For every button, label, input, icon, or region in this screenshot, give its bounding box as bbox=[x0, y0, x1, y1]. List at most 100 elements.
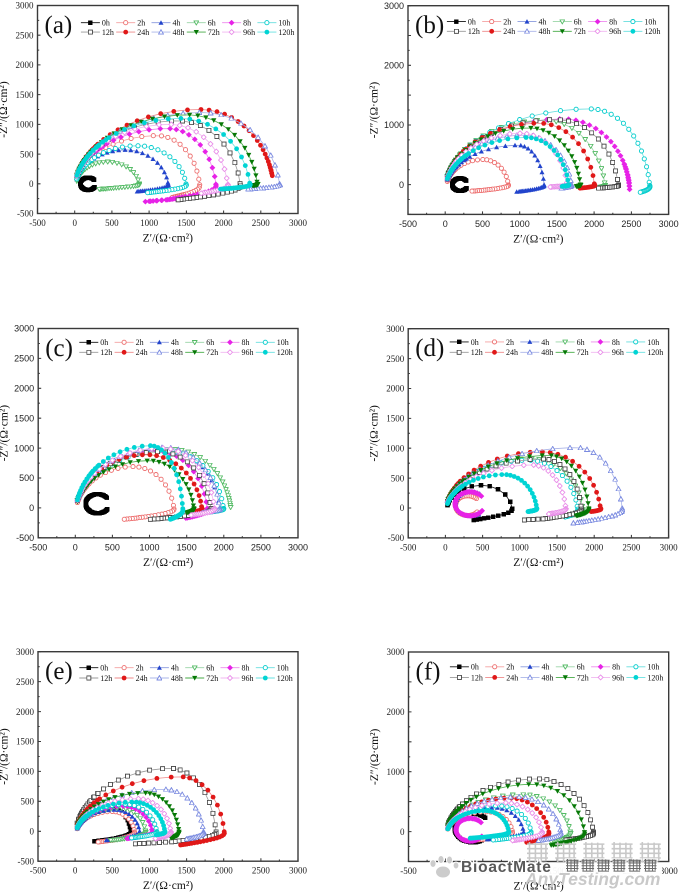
svg-text:(d): (d) bbox=[415, 335, 444, 362]
svg-text:AnyTesting.com: AnyTesting.com bbox=[524, 869, 660, 889]
svg-text:6h: 6h bbox=[577, 663, 585, 672]
svg-text:1000: 1000 bbox=[511, 542, 530, 552]
svg-text:BioactMate: BioactMate bbox=[461, 859, 552, 876]
svg-text:4h: 4h bbox=[173, 19, 181, 28]
svg-text:2500: 2500 bbox=[252, 218, 271, 228]
svg-text:4h: 4h bbox=[542, 663, 550, 672]
svg-text:1500: 1500 bbox=[16, 90, 35, 100]
svg-text:96h: 96h bbox=[242, 348, 254, 357]
svg-text:2h: 2h bbox=[506, 338, 514, 347]
svg-text:0h: 0h bbox=[468, 18, 476, 27]
svg-text:-Z″/(Ω·cm²): -Z″/(Ω·cm²) bbox=[0, 405, 11, 462]
svg-text:120h: 120h bbox=[647, 348, 663, 357]
svg-text:6h: 6h bbox=[574, 18, 582, 27]
svg-text:1500: 1500 bbox=[178, 866, 197, 876]
svg-text:24h: 24h bbox=[506, 673, 518, 682]
svg-text:-500: -500 bbox=[30, 866, 47, 876]
svg-text:3000: 3000 bbox=[14, 324, 34, 334]
svg-text:-Z″/(Ω·cm²): -Z″/(Ω·cm²) bbox=[0, 81, 10, 138]
svg-text:(b): (b) bbox=[415, 12, 444, 39]
svg-text:48h: 48h bbox=[539, 27, 551, 36]
svg-text:1000: 1000 bbox=[14, 443, 34, 453]
svg-text:8h: 8h bbox=[612, 338, 620, 347]
svg-text:72h: 72h bbox=[577, 673, 589, 682]
svg-text:3000: 3000 bbox=[384, 1, 404, 11]
svg-text:10h: 10h bbox=[647, 338, 659, 347]
svg-text:0: 0 bbox=[400, 827, 405, 837]
svg-text:1500: 1500 bbox=[386, 414, 405, 424]
svg-text:0: 0 bbox=[399, 180, 404, 190]
svg-text:-500: -500 bbox=[18, 856, 35, 866]
svg-text:2000: 2000 bbox=[16, 60, 35, 70]
svg-text:500: 500 bbox=[475, 219, 490, 229]
svg-text:72h: 72h bbox=[574, 27, 586, 36]
svg-text:120h: 120h bbox=[277, 348, 293, 357]
svg-text:10h: 10h bbox=[647, 663, 659, 672]
svg-text:-Z″/(Ω·cm²): -Z″/(Ω·cm²) bbox=[369, 405, 381, 462]
svg-text:4h: 4h bbox=[171, 664, 179, 673]
svg-text:10h: 10h bbox=[644, 18, 656, 27]
svg-text:48h: 48h bbox=[171, 674, 183, 683]
svg-text:24h: 24h bbox=[137, 28, 149, 37]
svg-text:0: 0 bbox=[72, 218, 77, 228]
svg-text:Z′/(Ω·cm²): Z′/(Ω·cm²) bbox=[513, 233, 563, 245]
svg-text:1000: 1000 bbox=[16, 767, 35, 777]
svg-text:8h: 8h bbox=[242, 664, 250, 673]
svg-text:0: 0 bbox=[30, 827, 35, 837]
svg-text:Z′/(Ω·cm²): Z′/(Ω·cm²) bbox=[513, 881, 563, 893]
svg-text:3000: 3000 bbox=[288, 542, 308, 552]
svg-text:48h: 48h bbox=[541, 348, 553, 357]
svg-text:72h: 72h bbox=[208, 28, 220, 37]
svg-text:0: 0 bbox=[400, 503, 405, 513]
svg-text:(a): (a) bbox=[45, 12, 73, 39]
svg-text:1000: 1000 bbox=[387, 767, 406, 777]
svg-text:3000: 3000 bbox=[16, 1, 35, 11]
svg-text:3000: 3000 bbox=[660, 866, 679, 876]
svg-text:8h: 8h bbox=[609, 18, 617, 27]
svg-text:Z′/(Ω·cm²): Z′/(Ω·cm²) bbox=[143, 880, 193, 892]
svg-text:10h: 10h bbox=[277, 664, 289, 673]
svg-text:0h: 0h bbox=[471, 338, 479, 347]
svg-text:2000: 2000 bbox=[387, 707, 406, 717]
svg-text:2000: 2000 bbox=[16, 707, 35, 717]
svg-text:2000: 2000 bbox=[585, 542, 604, 552]
svg-text:12h: 12h bbox=[100, 674, 112, 683]
svg-text:72h: 72h bbox=[206, 348, 218, 357]
svg-text:1000: 1000 bbox=[384, 120, 404, 130]
svg-text:0: 0 bbox=[29, 503, 34, 513]
svg-text:96h: 96h bbox=[242, 674, 254, 683]
svg-text:2000: 2000 bbox=[386, 384, 405, 394]
svg-text:6h: 6h bbox=[206, 338, 214, 347]
svg-text:3000: 3000 bbox=[660, 542, 679, 552]
svg-text:3000: 3000 bbox=[659, 219, 679, 229]
svg-text:0: 0 bbox=[29, 179, 34, 189]
svg-text:-Z″/(Ω·cm²): -Z″/(Ω·cm²) bbox=[369, 82, 381, 139]
svg-text:-500: -500 bbox=[399, 219, 417, 229]
svg-text:1000: 1000 bbox=[16, 120, 35, 130]
svg-text:-Z″/(Ω·cm²): -Z″/(Ω·cm²) bbox=[369, 728, 381, 785]
svg-text:3000: 3000 bbox=[289, 218, 308, 228]
svg-text:2000: 2000 bbox=[214, 542, 234, 552]
svg-text:0: 0 bbox=[443, 219, 448, 229]
svg-text:24h: 24h bbox=[136, 348, 148, 357]
svg-text:2500: 2500 bbox=[251, 542, 271, 552]
svg-text:0: 0 bbox=[443, 542, 448, 552]
svg-text:500: 500 bbox=[476, 542, 490, 552]
svg-text:-500: -500 bbox=[400, 542, 417, 552]
svg-text:2000: 2000 bbox=[215, 866, 234, 876]
svg-text:10h: 10h bbox=[277, 338, 289, 347]
svg-text:1500: 1500 bbox=[16, 737, 35, 747]
svg-text:0: 0 bbox=[73, 866, 78, 876]
svg-text:Z′/(Ω·cm²): Z′/(Ω·cm²) bbox=[143, 557, 193, 569]
svg-text:12h: 12h bbox=[468, 27, 480, 36]
svg-text:3000: 3000 bbox=[387, 647, 406, 657]
svg-text:24h: 24h bbox=[506, 348, 518, 357]
svg-text:48h: 48h bbox=[542, 673, 554, 682]
svg-text:3000: 3000 bbox=[386, 324, 405, 334]
svg-text:12h: 12h bbox=[100, 348, 112, 357]
svg-text:96h: 96h bbox=[243, 28, 255, 37]
svg-text:4h: 4h bbox=[541, 338, 549, 347]
svg-text:6h: 6h bbox=[208, 19, 216, 28]
svg-text:1500: 1500 bbox=[177, 218, 196, 228]
svg-text:500: 500 bbox=[106, 866, 120, 876]
